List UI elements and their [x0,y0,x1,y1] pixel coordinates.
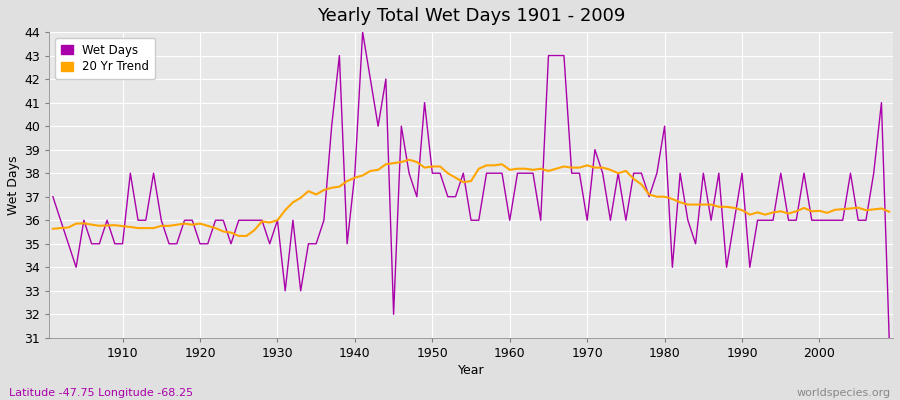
Title: Yearly Total Wet Days 1901 - 2009: Yearly Total Wet Days 1901 - 2009 [317,7,626,25]
Text: Latitude -47.75 Longitude -68.25: Latitude -47.75 Longitude -68.25 [9,388,194,398]
Y-axis label: Wet Days: Wet Days [7,155,20,215]
Legend: Wet Days, 20 Yr Trend: Wet Days, 20 Yr Trend [55,38,155,79]
X-axis label: Year: Year [458,364,484,377]
Text: worldspecies.org: worldspecies.org [796,388,891,398]
